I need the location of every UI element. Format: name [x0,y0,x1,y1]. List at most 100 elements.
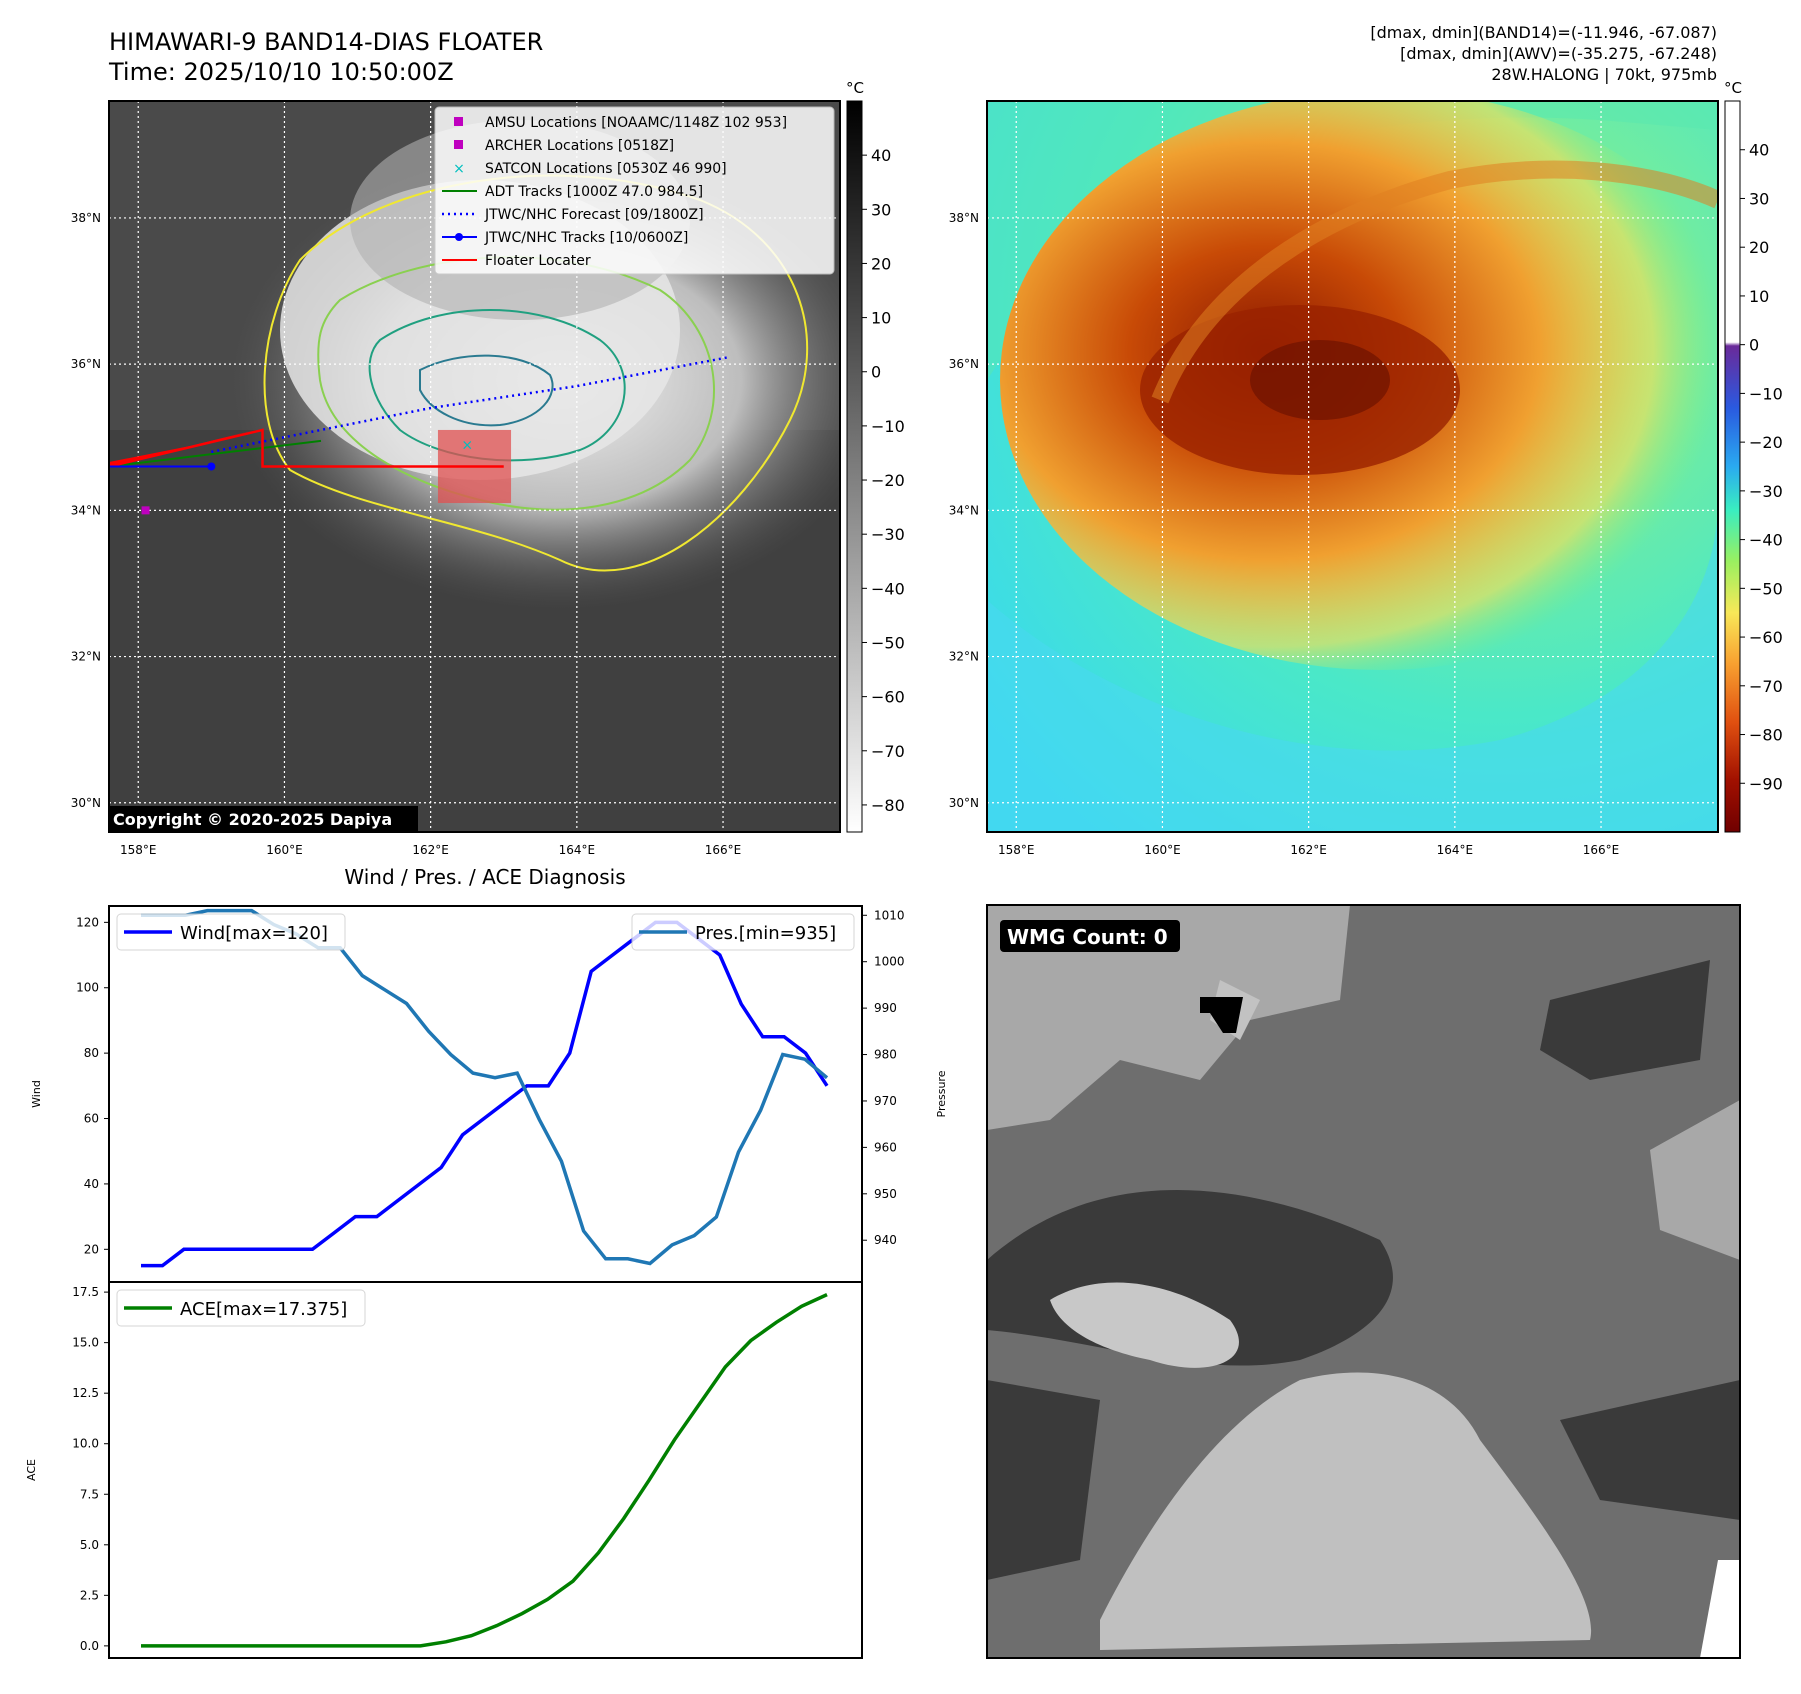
colorbar-tick-label: −20 [1749,433,1783,452]
copyright-text: Copyright © 2020-2025 Dapiya [113,810,392,829]
pressure-legend: Pres.[min=935] [631,913,855,951]
wind-tick-label: 40 [84,1177,99,1191]
ir-lon-label: 166°E [705,843,742,857]
colorbar-tick-label: −20 [871,471,905,490]
colorbar-tick-label: 30 [871,200,891,219]
wind-axis-label: Wind [30,1080,43,1108]
wv-lon-labels: 158°E 160°E 162°E 164°E 166°E [998,843,1619,857]
copyright-box [109,806,418,832]
ace-tick-label: 2.5 [80,1588,99,1602]
diagnosis-chart: Wind / Pres. / ACE Diagnosis 20 40 60 80 100… [25,865,948,1659]
legend-marker-square [454,117,463,126]
ace-legend-label: ACE[max=17.375] [180,1299,347,1320]
wind-tick-label: 80 [84,1046,99,1060]
ir-colorbar-unit: °C [846,79,864,97]
pressure-tick-label: 1010 [874,908,905,922]
ace-series-line [141,1293,828,1648]
ir-lat-label: 38°N [71,211,101,225]
ace-tick-label: 15.0 [72,1336,99,1350]
wv-panel: 38°N 36°N 34°N 32°N 30°N 158°E 160°E 162°E 164°… [949,79,1783,857]
colorbar-tick-label: 40 [871,146,891,165]
colorbar-tick-label: −70 [871,742,905,761]
storm-info: 28W.HALONG | 70kt, 975mb [1491,65,1717,84]
wind-legend: Wind[max=120] [116,913,346,951]
wmg-count-label: WMG Count: 0 [1007,925,1168,949]
colorbar-tick-label: 40 [1749,141,1769,160]
wind-tick-label: 100 [76,981,99,995]
wind-pressure-axes [108,905,863,1283]
colorbar-tick-label: −40 [1749,531,1783,550]
colorbar-tick-label: −40 [871,579,905,598]
colorbar-tick-label: −60 [871,688,905,707]
ace-tick-label: 0.0 [80,1639,99,1653]
ace-tick-label: 5.0 [80,1538,99,1552]
colorbar-tick-label: −30 [1749,482,1783,501]
wmg-panel: WMG Count: 0 [986,904,1741,1659]
legend-label: AMSU Locations [NOAAMC/1148Z 102 953] [485,115,787,131]
adt-track-line [109,439,322,468]
ir-lat-label: 36°N [71,357,101,371]
ir-lat-label: 30°N [71,796,101,810]
wv-colorbar [1724,100,1741,833]
colorbar-tick-label: 10 [1749,287,1769,306]
pressure-tick-label: 950 [874,1187,897,1201]
pressure-tick-label: 960 [874,1140,897,1154]
wv-lon-label: 160°E [1144,843,1181,857]
wv-lat-label: 34°N [949,503,979,517]
wv-lat-label: 32°N [949,650,979,664]
colorbar-tick-label: −80 [871,796,905,815]
colorbar-tick-label: −50 [1749,579,1783,598]
colorbar-tick-label: 0 [1749,336,1759,355]
legend-marker-dot [455,233,463,241]
ace-tick-label: 12.5 [72,1386,99,1400]
ir-lon-label: 164°E [559,843,596,857]
legend-marker-square [454,140,463,149]
satcon-marker: × [461,438,473,454]
floater-locator-fan [109,430,255,468]
wv-lon-label: 166°E [1583,843,1620,857]
wind-tick-label: 20 [84,1242,99,1256]
ace-axis-ticks: 0.0 2.5 5.0 7.5 10.0 12.5 15.0 17.5 [72,1285,109,1653]
pressure-tick-label: 990 [874,1001,897,1015]
colorbar-tick-label: −10 [1749,384,1783,403]
colorbar-tick-label: −10 [871,417,905,436]
colorbar-tick-label: 0 [871,363,881,382]
ir-lat-label: 34°N [71,503,101,517]
jtwc-track-point [207,462,216,471]
diagnosis-title: Wind / Pres. / ACE Diagnosis [344,865,625,889]
pressure-series-line [141,908,829,1266]
dmax-awv-info: [dmax, dmin](AWV)=(-35.275, -67.248) [1400,44,1717,63]
wv-frame [986,100,1719,833]
ir-legend: AMSU Locations [NOAAMC/1148Z 102 953] ARC… [434,106,835,275]
wmg-frame [986,904,1741,1659]
colorbar-tick-label: 20 [871,254,891,273]
wv-lat-label: 36°N [949,357,979,371]
dmax-band14-info: [dmax, dmin](BAND14)=(-11.946, -67.087) [1370,23,1717,42]
pressure-tick-label: 1000 [874,955,905,969]
colorbar-tick-label: −30 [871,525,905,544]
wv-colorbar-ticks: 40 30 20 10 0 −10 −20 −30 −40 −50 −60 −70 −80 −90 [1740,141,1783,793]
legend-label: ARCHER Locations [0518Z] [485,138,674,154]
ir-colorbar-ticks: 40 30 20 10 0 −10 −20 −30 −40 −50 −60 −70 −80 [862,146,905,815]
wv-lat-label: 38°N [949,211,979,225]
colorbar-tick-label: −60 [1749,628,1783,647]
colorbar-tick-label: −50 [871,633,905,652]
ace-tick-label: 10.0 [72,1437,99,1451]
legend-label: JTWC/NHC Forecast [09/1800Z] [484,207,704,223]
ir-lat-label: 32°N [71,650,101,664]
legend-label: ADT Tracks [1000Z 47.0 984.5] [485,184,703,200]
ir-lon-label: 158°E [120,843,157,857]
pressure-axis-ticks: 940 950 960 970 980 990 1000 1010 [862,908,905,1247]
pressure-legend-label: Pres.[min=935] [695,923,836,944]
pressure-axis-label: Pressure [935,1070,948,1117]
colorbar-tick-label: 30 [1749,189,1769,208]
colorbar-tick-label: −70 [1749,677,1783,696]
legend-marker-x: × [453,161,465,177]
ir-contour-blue [419,354,554,427]
wv-colorbar-unit: °C [1724,79,1742,97]
colorbar-tick-label: 10 [871,309,891,328]
wind-axis-ticks: 20 40 60 80 100 120 [76,915,109,1256]
figure-title: HIMAWARI-9 BAND14-DIAS FLOATER [109,28,543,56]
ir-lon-label: 160°E [266,843,303,857]
